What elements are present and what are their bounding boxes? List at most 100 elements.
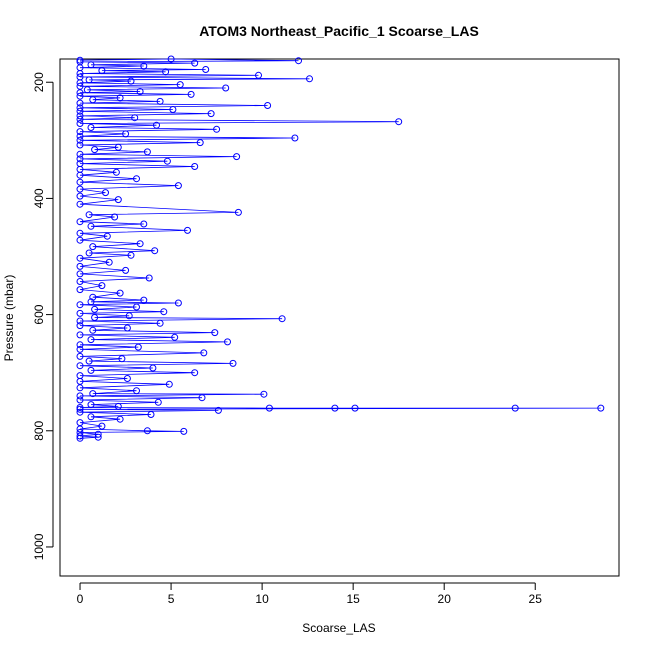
data-point — [265, 404, 273, 412]
data-point — [291, 134, 299, 142]
data-point — [229, 359, 237, 367]
data-point — [76, 352, 84, 360]
data-point — [76, 317, 84, 325]
data-point — [260, 390, 268, 398]
data-point — [351, 404, 359, 412]
x-tick-label: 20 — [438, 592, 452, 606]
data-point — [76, 345, 84, 353]
data-point — [76, 185, 84, 193]
data-point — [76, 392, 84, 400]
data-point — [278, 315, 286, 323]
data-point — [76, 171, 84, 179]
data-point — [76, 405, 84, 413]
data-point — [89, 390, 97, 398]
data-point — [511, 404, 519, 412]
data-point — [136, 88, 144, 95]
data-point — [103, 232, 111, 240]
data-point — [87, 401, 95, 409]
data-point — [76, 254, 84, 262]
data-point — [89, 243, 97, 251]
y-tick-label: 200 — [32, 72, 46, 92]
data-point — [191, 163, 199, 170]
data-point — [91, 314, 99, 321]
data-point — [76, 178, 84, 186]
data-point — [87, 413, 95, 421]
data-point — [76, 92, 84, 100]
data-point — [191, 59, 199, 67]
data-point — [125, 312, 133, 320]
y-tick-label: 1000 — [32, 533, 46, 560]
data-point — [191, 369, 199, 377]
data-point — [76, 262, 84, 270]
data-point — [162, 68, 170, 76]
data-point — [211, 329, 219, 337]
data-point — [89, 326, 97, 334]
data-point — [76, 104, 84, 112]
data-point — [151, 247, 159, 255]
data-point — [163, 157, 171, 165]
data-point — [264, 102, 272, 109]
data-point — [87, 124, 95, 131]
data-point — [98, 422, 106, 430]
data-point — [306, 75, 313, 83]
x-tick-label: 25 — [529, 592, 543, 606]
data-point — [131, 114, 139, 122]
data-point — [331, 404, 339, 412]
data-point — [136, 240, 144, 248]
data-point — [89, 96, 97, 104]
data-point — [116, 94, 124, 102]
data-point — [156, 319, 164, 327]
data-point — [114, 143, 122, 151]
data-point — [76, 192, 84, 200]
data-point — [83, 86, 91, 94]
data-point — [147, 411, 155, 418]
chart-title: ATOM3 Northeast_Pacific_1 Scoarse_LAS — [199, 23, 479, 39]
data-point — [174, 182, 182, 190]
x-tick-label: 0 — [77, 592, 84, 606]
data-point — [76, 331, 84, 339]
x-axis-label: Scoarse_LAS — [302, 621, 375, 635]
data-point — [184, 226, 191, 234]
data-point — [114, 402, 122, 410]
data-point — [76, 150, 84, 158]
data-point — [87, 61, 95, 69]
data-point — [98, 282, 106, 290]
data-point — [76, 89, 84, 97]
data-point — [116, 415, 124, 423]
plot-frame — [59, 58, 620, 577]
data-point — [76, 434, 84, 442]
data-point — [111, 213, 119, 221]
data-point — [94, 430, 102, 438]
data-point — [255, 71, 262, 79]
data-point — [87, 336, 95, 344]
data-point — [76, 396, 84, 404]
data-point — [123, 324, 131, 332]
data-point — [76, 99, 84, 107]
data-point — [171, 333, 179, 341]
data-point — [207, 110, 215, 118]
data-point — [140, 220, 148, 228]
data-point — [169, 106, 177, 113]
data-point — [76, 115, 84, 123]
data-point — [76, 432, 84, 440]
y-axis: 200 400 600 800 1000 — [32, 72, 54, 560]
data-point — [94, 433, 102, 441]
data-point — [76, 229, 84, 237]
x-tick-label: 15 — [346, 592, 360, 606]
data-point — [76, 408, 84, 416]
data-point — [76, 200, 84, 208]
y-tick-label: 400 — [32, 188, 46, 208]
data-point — [89, 293, 97, 301]
data-point — [76, 425, 84, 433]
data-point — [85, 76, 93, 84]
data-point — [91, 146, 99, 154]
data-point — [174, 299, 182, 307]
data-point — [76, 384, 84, 392]
data-point — [76, 362, 84, 370]
data-point — [76, 128, 84, 136]
x-tick-label: 5 — [168, 592, 175, 606]
data-point — [123, 375, 131, 382]
data-point — [76, 155, 84, 163]
data-point — [76, 236, 84, 244]
data-point — [198, 394, 206, 402]
